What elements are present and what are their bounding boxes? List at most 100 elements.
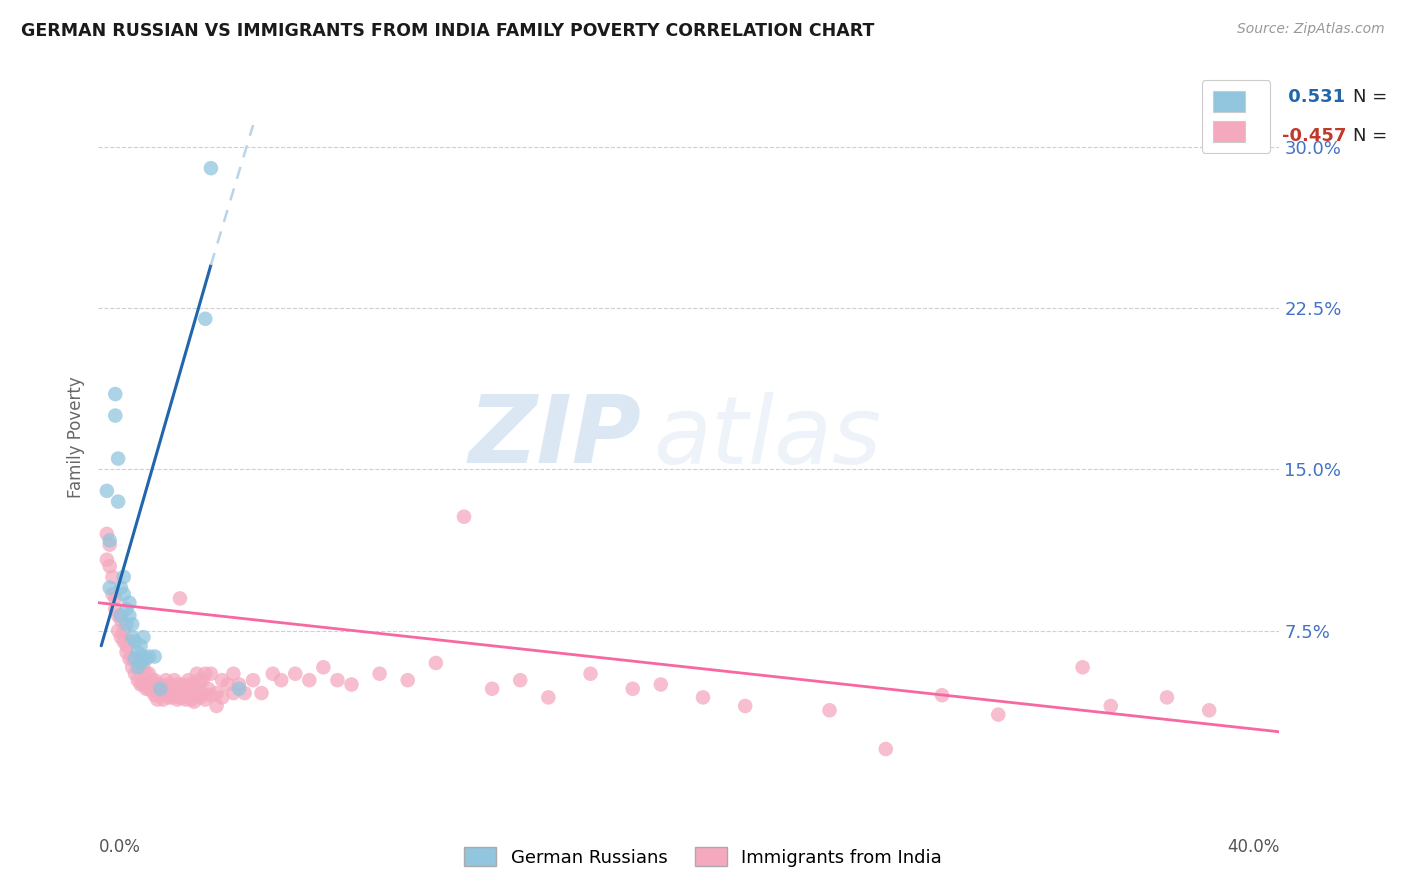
- Point: [163, 673, 186, 688]
- Point: [228, 677, 250, 691]
- Point: [143, 673, 166, 688]
- Point: [188, 673, 211, 688]
- Point: [124, 666, 146, 681]
- Point: [104, 591, 127, 606]
- Point: [205, 698, 228, 713]
- Point: [127, 656, 149, 670]
- Point: [326, 673, 349, 688]
- Point: [312, 660, 335, 674]
- Text: R =: R =: [1218, 128, 1250, 145]
- Point: [211, 690, 233, 705]
- Point: [169, 690, 191, 705]
- Point: [579, 666, 602, 681]
- Point: [141, 684, 163, 698]
- Point: [155, 673, 177, 688]
- Point: [160, 681, 183, 696]
- Point: [177, 673, 200, 688]
- Point: [650, 677, 672, 691]
- Point: [191, 686, 214, 700]
- Point: [1156, 690, 1178, 705]
- Point: [160, 690, 183, 705]
- Point: [183, 677, 205, 691]
- Point: [143, 649, 166, 664]
- Point: [174, 692, 197, 706]
- Point: [110, 581, 132, 595]
- Point: [537, 690, 560, 705]
- Point: [157, 690, 180, 705]
- Point: [931, 688, 953, 702]
- Point: [110, 630, 132, 644]
- Point: [425, 656, 447, 670]
- Text: GERMAN RUSSIAN VS IMMIGRANTS FROM INDIA FAMILY POVERTY CORRELATION CHART: GERMAN RUSSIAN VS IMMIGRANTS FROM INDIA …: [21, 22, 875, 40]
- Point: [146, 677, 169, 691]
- Point: [228, 681, 250, 696]
- Point: [124, 651, 146, 665]
- Point: [211, 673, 233, 688]
- Point: [222, 686, 245, 700]
- Legend: , : ,: [1202, 80, 1271, 153]
- Point: [115, 639, 138, 653]
- Point: [222, 666, 245, 681]
- Point: [135, 666, 157, 681]
- Point: [98, 538, 121, 552]
- Point: [262, 666, 284, 681]
- Point: [107, 451, 129, 466]
- Point: [152, 681, 174, 696]
- Point: [110, 613, 132, 627]
- Point: [121, 617, 143, 632]
- Text: R =: R =: [1218, 87, 1250, 105]
- Point: [118, 596, 141, 610]
- Text: 0.0%: 0.0%: [98, 838, 141, 856]
- Text: 0.531: 0.531: [1282, 87, 1346, 105]
- Point: [121, 660, 143, 674]
- Point: [141, 673, 163, 688]
- Point: [124, 634, 146, 648]
- Point: [509, 673, 531, 688]
- Point: [112, 624, 135, 638]
- Point: [157, 677, 180, 691]
- Point: [101, 587, 124, 601]
- Point: [1071, 660, 1094, 674]
- Point: [149, 681, 172, 696]
- Point: [104, 602, 127, 616]
- Point: [205, 686, 228, 700]
- Point: [112, 634, 135, 648]
- Point: [96, 527, 118, 541]
- Point: [101, 570, 124, 584]
- Point: [132, 677, 155, 691]
- Point: [121, 651, 143, 665]
- Point: [138, 681, 160, 696]
- Point: [183, 695, 205, 709]
- Point: [121, 630, 143, 644]
- Point: [110, 608, 132, 623]
- Point: [118, 608, 141, 623]
- Point: [98, 533, 121, 548]
- Point: [96, 552, 118, 566]
- Point: [96, 483, 118, 498]
- Point: [155, 686, 177, 700]
- Point: [174, 681, 197, 696]
- Point: [197, 681, 219, 696]
- Text: Source: ZipAtlas.com: Source: ZipAtlas.com: [1237, 22, 1385, 37]
- Point: [621, 681, 644, 696]
- Point: [138, 666, 160, 681]
- Text: N =: N =: [1353, 128, 1386, 145]
- Point: [875, 742, 897, 756]
- Point: [98, 559, 121, 574]
- Point: [115, 602, 138, 616]
- Point: [129, 660, 152, 674]
- Point: [115, 645, 138, 659]
- Text: N =: N =: [1353, 87, 1386, 105]
- Text: atlas: atlas: [654, 392, 882, 483]
- Point: [1198, 703, 1220, 717]
- Legend: German Russians, Immigrants from India: German Russians, Immigrants from India: [457, 840, 949, 874]
- Point: [166, 692, 188, 706]
- Point: [180, 692, 202, 706]
- Point: [298, 673, 321, 688]
- Point: [200, 688, 222, 702]
- Point: [200, 666, 222, 681]
- Point: [200, 161, 222, 176]
- Text: -0.457: -0.457: [1282, 128, 1347, 145]
- Point: [987, 707, 1010, 722]
- Point: [112, 570, 135, 584]
